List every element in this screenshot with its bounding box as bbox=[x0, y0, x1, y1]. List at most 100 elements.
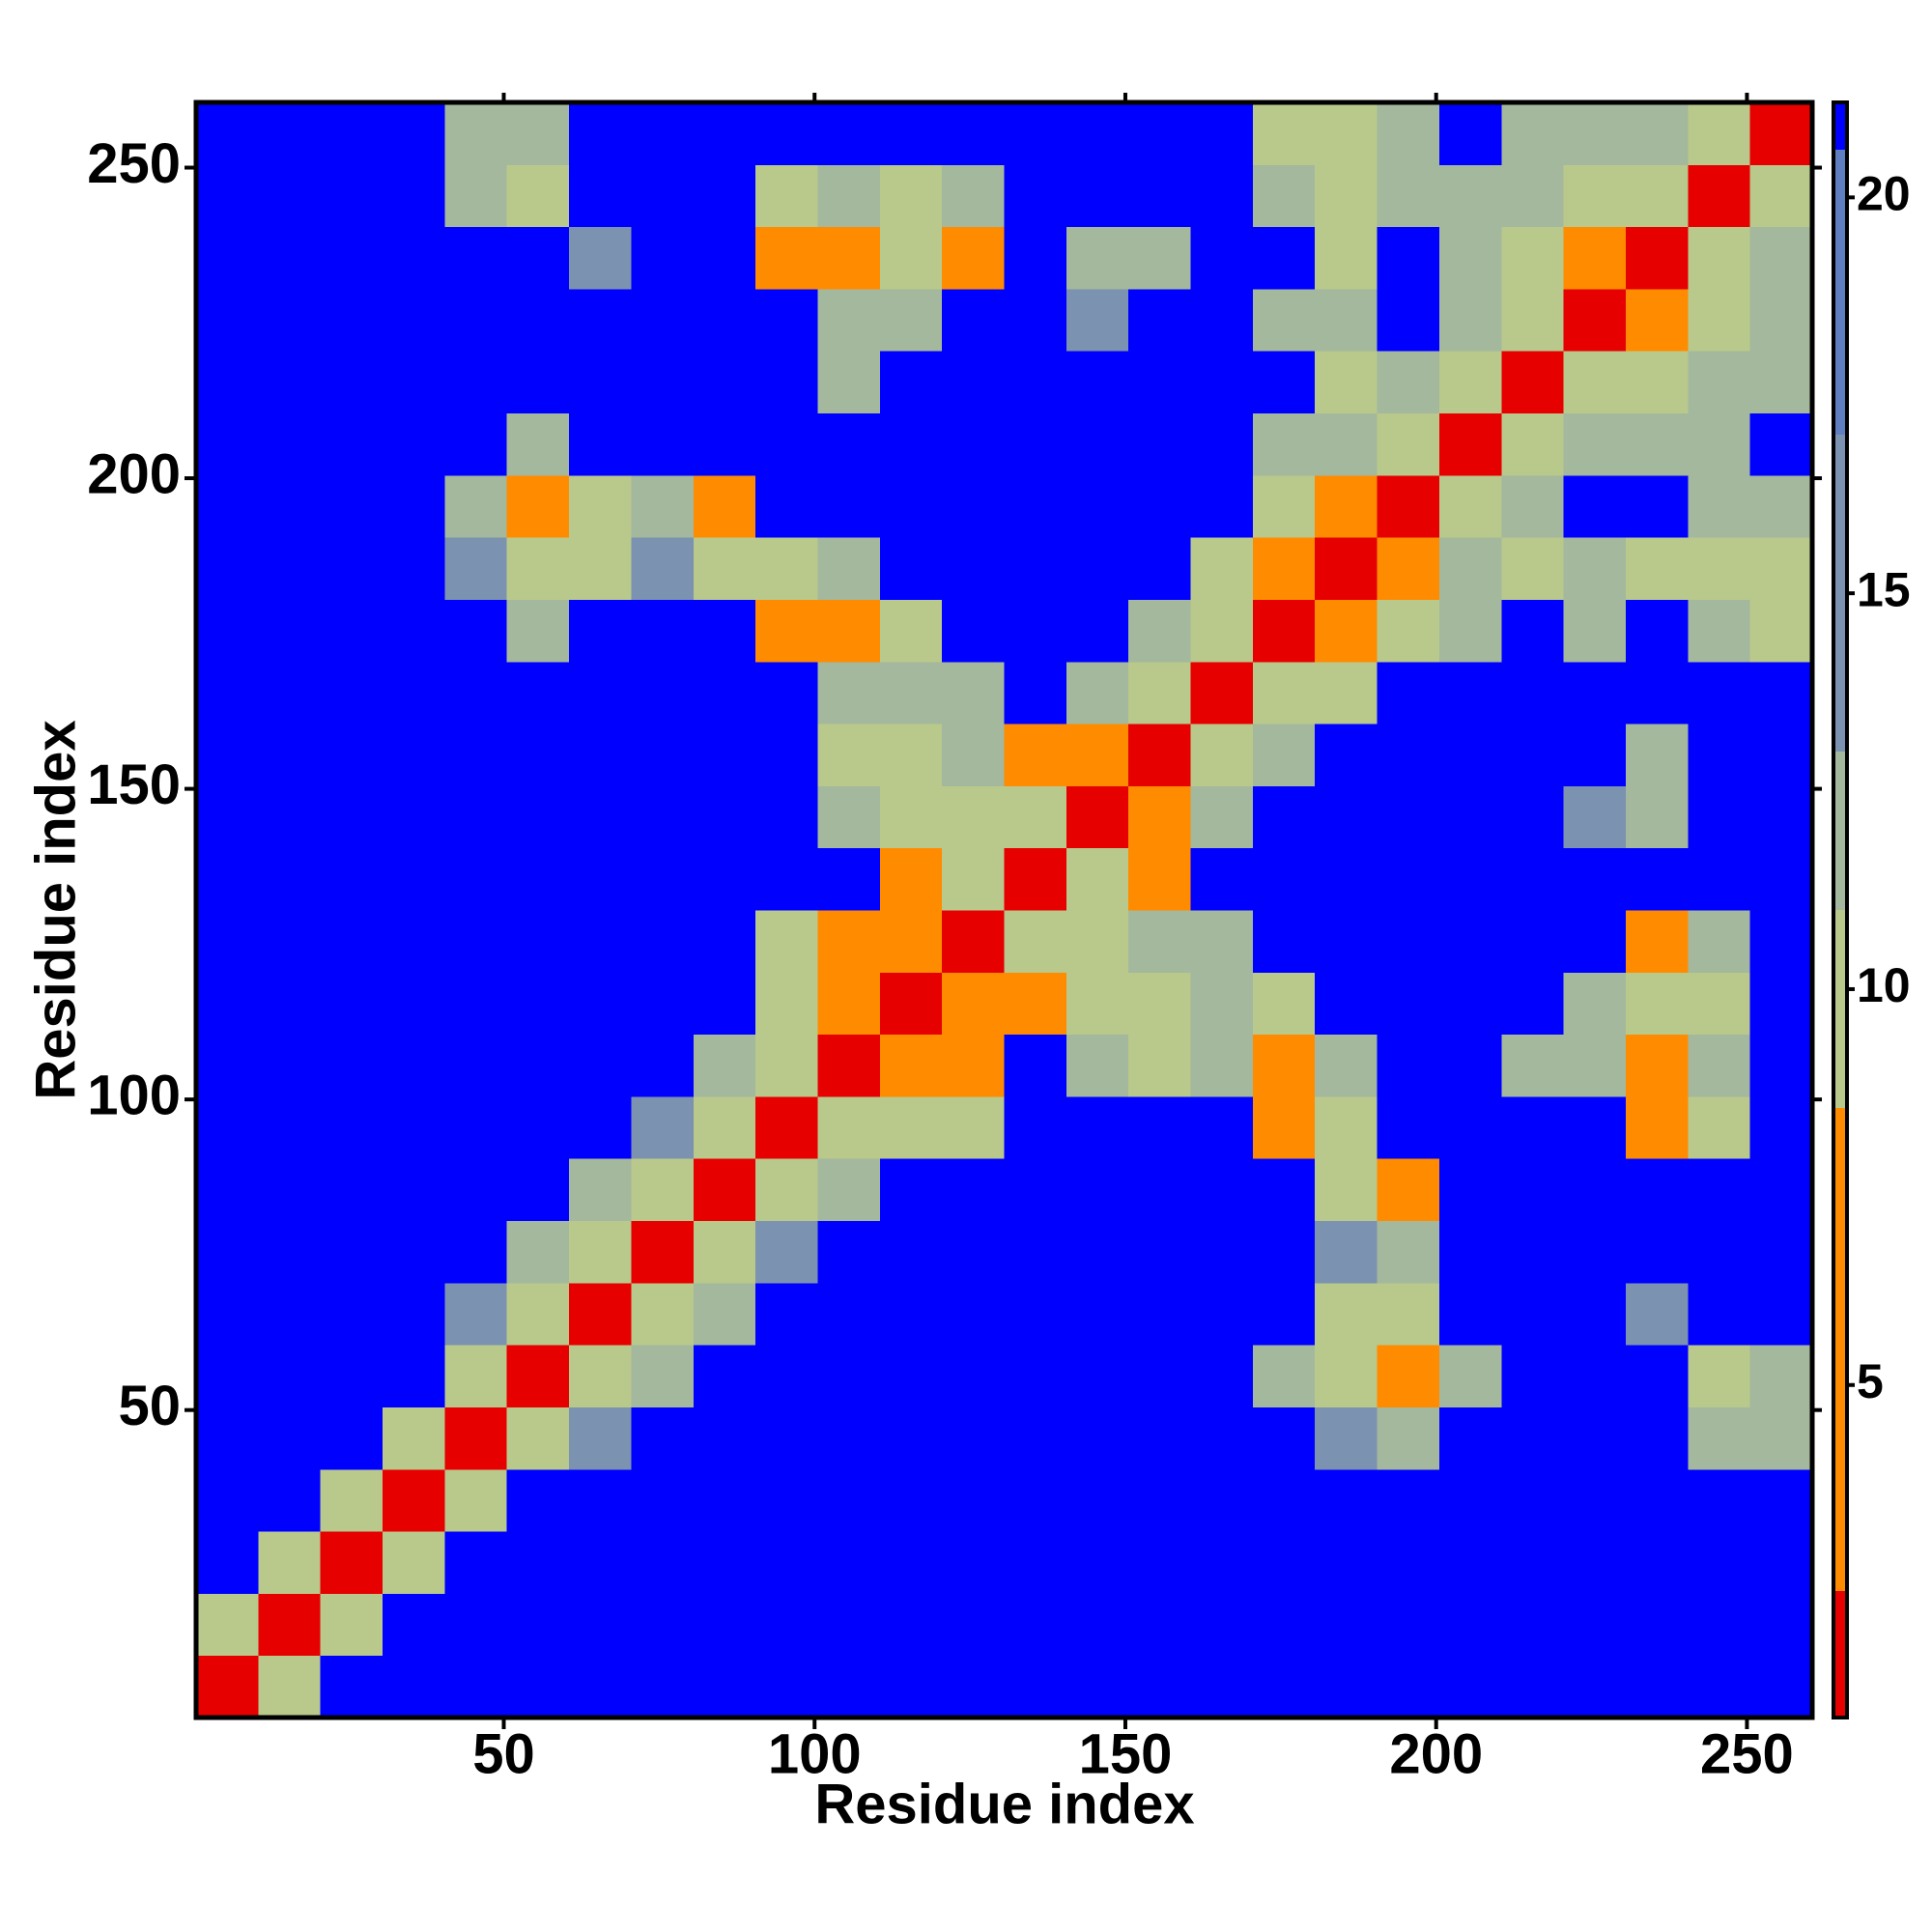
cell bbox=[196, 412, 259, 476]
cell bbox=[444, 351, 508, 414]
cell bbox=[1377, 226, 1440, 290]
cell bbox=[383, 351, 445, 414]
cell bbox=[1563, 1406, 1627, 1470]
cell bbox=[1749, 1034, 1813, 1097]
cell bbox=[1315, 785, 1378, 849]
cell bbox=[1501, 724, 1565, 786]
cell bbox=[817, 1034, 881, 1097]
cell bbox=[1563, 537, 1627, 600]
cell bbox=[1438, 724, 1502, 786]
cell bbox=[506, 1468, 570, 1532]
cell bbox=[196, 474, 259, 538]
colorbar-tick-label: 5 bbox=[1857, 1354, 1884, 1408]
cell bbox=[817, 412, 881, 476]
cell bbox=[258, 226, 322, 290]
cell bbox=[693, 1345, 756, 1407]
cell bbox=[1377, 1220, 1440, 1284]
cell bbox=[942, 1034, 1005, 1097]
x-tick-label: 200 bbox=[1389, 1722, 1483, 1785]
cell bbox=[383, 1468, 445, 1532]
cell bbox=[1749, 1345, 1813, 1407]
cell bbox=[1688, 1220, 1751, 1284]
cell bbox=[631, 537, 695, 600]
cell bbox=[693, 537, 756, 600]
plot-frame bbox=[193, 99, 1815, 1720]
cell bbox=[569, 537, 632, 600]
cell bbox=[1625, 474, 1689, 538]
cell bbox=[320, 1282, 384, 1346]
colorbar-band bbox=[1833, 910, 1847, 1108]
cell bbox=[258, 1406, 322, 1470]
cell bbox=[1252, 972, 1316, 1036]
cell bbox=[631, 661, 695, 724]
cell bbox=[1688, 910, 1751, 973]
cell bbox=[755, 351, 818, 414]
cell bbox=[879, 164, 943, 228]
cell bbox=[1501, 288, 1565, 352]
cell bbox=[1252, 226, 1316, 290]
cell bbox=[258, 537, 322, 600]
cell bbox=[1377, 847, 1440, 911]
cell bbox=[1004, 351, 1067, 414]
cell bbox=[1377, 288, 1440, 352]
cell bbox=[817, 537, 881, 600]
cell bbox=[1377, 1158, 1440, 1222]
cell bbox=[1438, 288, 1502, 352]
cell bbox=[1438, 910, 1502, 973]
cell bbox=[1004, 537, 1067, 600]
cell bbox=[1128, 537, 1192, 600]
cell bbox=[196, 1531, 259, 1594]
cell bbox=[879, 661, 943, 724]
cell bbox=[693, 474, 756, 538]
cell bbox=[1252, 847, 1316, 911]
cell bbox=[1688, 724, 1751, 786]
cell bbox=[1065, 537, 1129, 600]
cell bbox=[1438, 847, 1502, 911]
cell bbox=[506, 1095, 570, 1159]
cell bbox=[444, 1655, 508, 1719]
cell bbox=[1004, 599, 1067, 663]
cell bbox=[1501, 1220, 1565, 1284]
cell bbox=[755, 661, 818, 724]
cell bbox=[1190, 972, 1254, 1036]
cell bbox=[1128, 226, 1192, 290]
cell bbox=[196, 1282, 259, 1346]
cell bbox=[1438, 351, 1502, 414]
cell bbox=[942, 351, 1005, 414]
cell bbox=[1625, 785, 1689, 849]
cell bbox=[1625, 1158, 1689, 1222]
cell bbox=[1065, 1034, 1129, 1097]
cell bbox=[444, 412, 508, 476]
cell bbox=[1377, 1345, 1440, 1407]
cell bbox=[1190, 910, 1254, 973]
cell bbox=[1065, 1406, 1129, 1470]
cell bbox=[1625, 1095, 1689, 1159]
cell bbox=[569, 724, 632, 786]
cell bbox=[320, 661, 384, 724]
cell bbox=[383, 1282, 445, 1346]
cell bbox=[1438, 972, 1502, 1036]
cell bbox=[1065, 1468, 1129, 1532]
cell bbox=[1438, 412, 1502, 476]
cell bbox=[755, 1406, 818, 1470]
x-axis-title: Residue index bbox=[814, 1773, 1194, 1835]
cell bbox=[1004, 1531, 1067, 1594]
cell bbox=[1501, 164, 1565, 228]
cell bbox=[1625, 537, 1689, 600]
cell bbox=[1749, 1468, 1813, 1532]
cell bbox=[942, 1468, 1005, 1532]
cell bbox=[1128, 1406, 1192, 1470]
cell bbox=[631, 1282, 695, 1346]
cell bbox=[942, 1345, 1005, 1407]
cell bbox=[1688, 164, 1751, 228]
cell bbox=[1501, 412, 1565, 476]
cell bbox=[1377, 599, 1440, 663]
cell bbox=[1749, 164, 1813, 228]
cell bbox=[1625, 910, 1689, 973]
cell bbox=[1252, 1406, 1316, 1470]
cell bbox=[1563, 847, 1627, 911]
cell bbox=[258, 599, 322, 663]
cell bbox=[1315, 847, 1378, 911]
cell bbox=[383, 1158, 445, 1222]
cell bbox=[1128, 910, 1192, 973]
